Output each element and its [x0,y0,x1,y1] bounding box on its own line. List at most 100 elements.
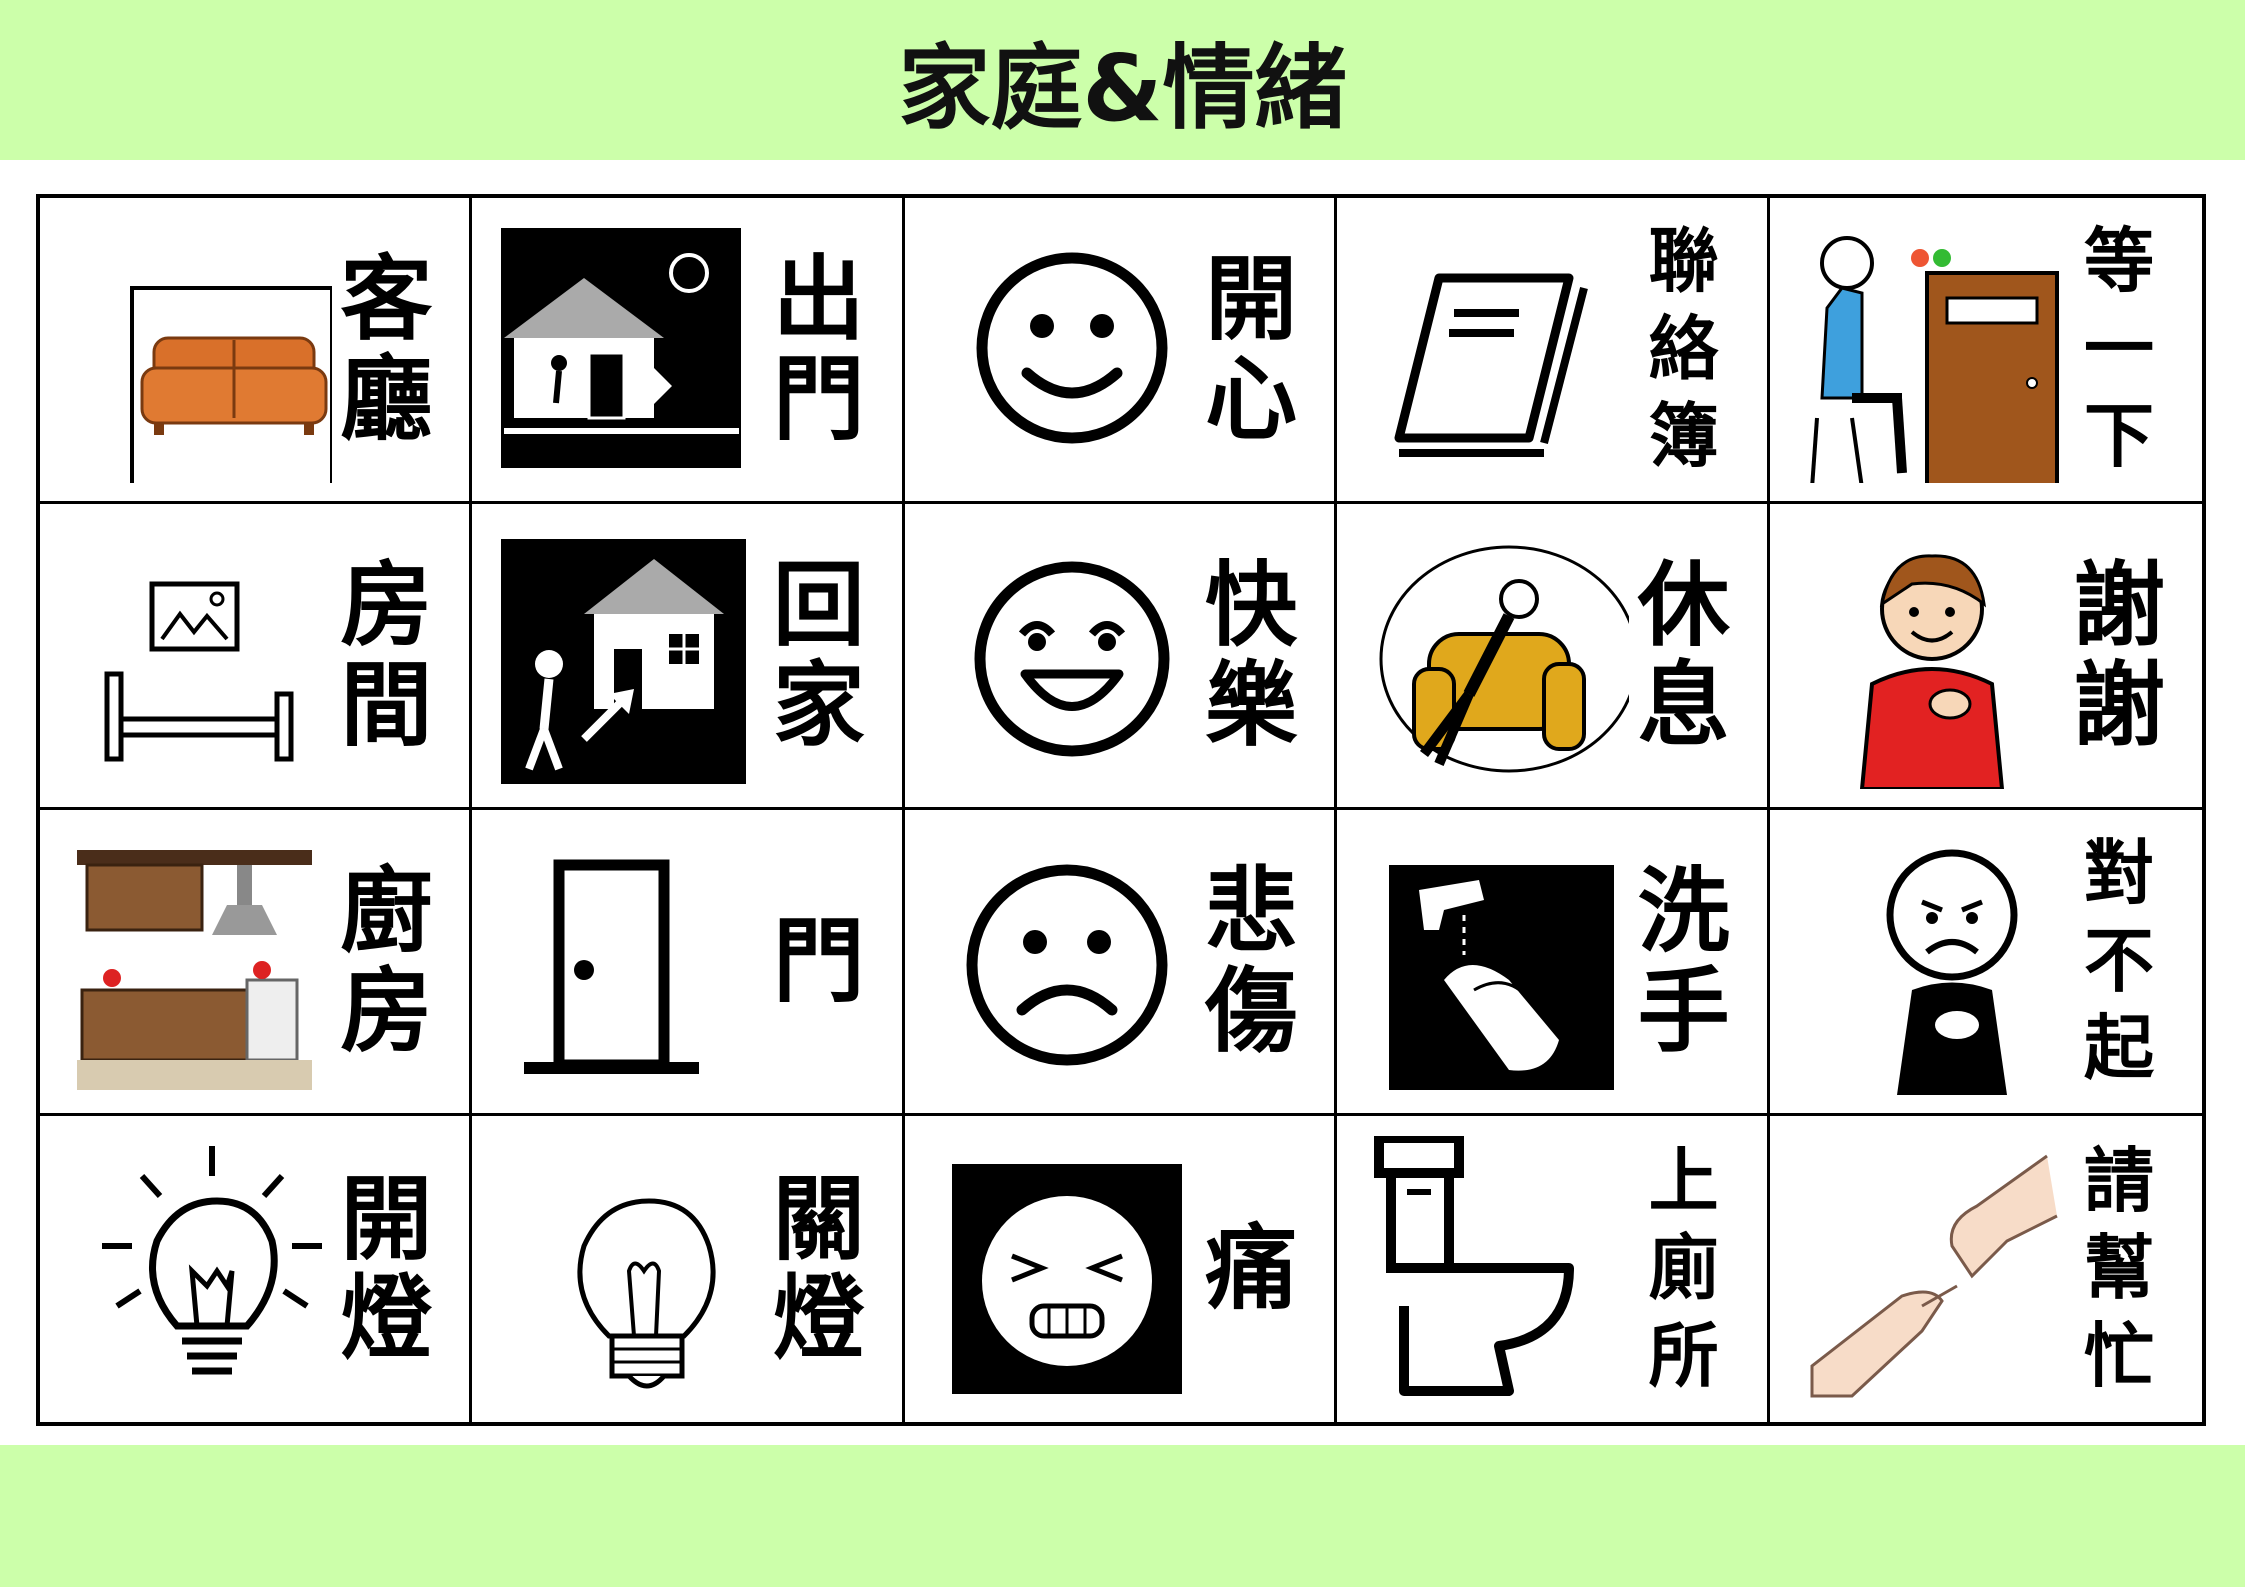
card-go-home[interactable]: 回 家 [472,504,905,810]
card-living-room[interactable]: 客 廳 [40,198,473,504]
card-go-out[interactable]: 出 門 [472,198,905,504]
label-char: 開 [340,1165,433,1273]
label-char: 房 [340,957,433,1065]
card-label: 出 門 [754,198,884,501]
card-label: 謝 謝 [2054,504,2184,807]
wash-hands-icon [1359,830,1629,1095]
label-char: 悲 [1205,858,1298,966]
card-label: 等 一 下 [2054,198,2184,501]
card-label: 回 家 [754,504,884,807]
label-char: 起 [2083,1007,2154,1090]
label-char: 房 [340,552,433,660]
label-char: 開 [1205,246,1298,354]
card-happy[interactable]: 開 心 [904,198,1338,504]
label-char: 休 [1637,552,1730,660]
book-icon [1359,218,1629,483]
bed-icon [62,524,332,789]
card-label: 聯 絡 簿 [1619,198,1749,501]
label-char: 絡 [1648,307,1719,390]
card-label: 門 [754,810,884,1113]
label-char: 回 [772,552,865,660]
label-char: 關 [772,1165,865,1273]
pain-face-icon [927,1136,1197,1401]
card-label: 開 心 [1186,198,1316,501]
label-char: 下 [2083,395,2154,478]
card-label: 房 間 [321,504,451,807]
label-char: 門 [772,907,865,1015]
card-wait[interactable]: 等 一 下 [1769,198,2202,504]
card-contact-book[interactable]: 聯 絡 簿 [1337,198,1770,504]
label-char: 家 [772,651,865,759]
card-label: 開 燈 [321,1116,451,1422]
armchair-rest-icon [1359,524,1630,789]
card-label: 痛 [1186,1116,1316,1422]
label-char: 快 [1205,552,1298,660]
header-band [0,0,2245,160]
label-char: 息 [1637,651,1730,759]
card-lights-on[interactable]: 開 燈 [40,1116,473,1422]
helping-hands-icon [1792,1136,2062,1401]
label-char: 等 [2083,220,2154,303]
sad-face-icon [927,830,1197,1095]
label-char: 廳 [340,345,433,453]
label-char: 手 [1637,957,1730,1065]
page-title: 家庭&情緒 [898,34,1347,142]
card-door[interactable]: 門 [472,810,905,1116]
card-label: 悲 傷 [1186,810,1316,1113]
label-char: 忙 [2083,1314,2154,1397]
label-char: 簿 [1648,395,1719,478]
label-char: 上 [1648,1139,1719,1222]
label-char: 聯 [1648,220,1719,303]
card-label: 請 幫 忙 [2054,1116,2184,1422]
card-label: 客 廳 [321,198,451,501]
card-sorry[interactable]: 對 不 起 [1769,810,2202,1116]
card-label: 上 廁 所 [1619,1116,1749,1422]
sorry-person-icon [1792,830,2062,1095]
label-char: 客 [340,246,433,354]
door-icon [494,830,764,1095]
card-pain[interactable]: 痛 [905,1116,1338,1422]
label-char: 廁 [1648,1227,1719,1310]
label-char: 傷 [1205,957,1298,1065]
card-wash-hands[interactable]: 洗 手 [1337,810,1770,1116]
card-label: 關 燈 [754,1116,884,1422]
label-char: 洗 [1637,858,1730,966]
label-char: 門 [772,345,865,453]
light-on-icon [62,1136,332,1401]
laugh-face-icon [927,524,1197,789]
card-thanks[interactable]: 謝 謝 [1769,504,2202,810]
card-bedroom[interactable]: 房 間 [40,504,473,810]
card-help[interactable]: 請 幫 忙 [1770,1116,2202,1422]
card-label: 對 不 起 [2054,810,2184,1113]
label-char: 間 [340,651,433,759]
label-char: 對 [2083,832,2154,915]
card-label: 休 息 [1619,504,1749,807]
card-label: 快 樂 [1186,504,1316,807]
label-char: 出 [772,246,865,354]
label-char: 心 [1205,345,1298,453]
card-grid: 客 廳 出 門 開 心 [36,194,2206,1426]
card-sad[interactable]: 悲 傷 [904,810,1338,1116]
label-char: 燈 [340,1265,433,1372]
light-off-icon [494,1136,764,1401]
label-char: 樂 [1205,651,1298,759]
sofa-icon [62,218,332,483]
go-out-icon [494,218,764,483]
label-char: 幫 [2083,1227,2154,1310]
label-char: 謝 [2072,651,2165,759]
label-char: 請 [2083,1139,2154,1222]
label-char: 痛 [1205,1215,1298,1323]
card-kitchen[interactable]: 廚 房 [40,810,473,1116]
label-char: 一 [2083,307,2154,390]
label-char: 謝 [2072,552,2165,660]
waiting-person-icon [1792,218,2062,483]
label-char: 廚 [340,858,433,966]
card-joyful[interactable]: 快 樂 [904,504,1338,810]
card-lights-off[interactable]: 關 燈 [472,1116,905,1422]
toilet-icon [1359,1136,1629,1401]
card-label: 廚 房 [321,810,451,1113]
card-toilet[interactable]: 上 廁 所 [1337,1116,1770,1422]
label-char: 所 [1648,1314,1719,1397]
thank-you-boy-icon [1792,524,2062,789]
card-rest[interactable]: 休 息 [1337,504,1770,810]
